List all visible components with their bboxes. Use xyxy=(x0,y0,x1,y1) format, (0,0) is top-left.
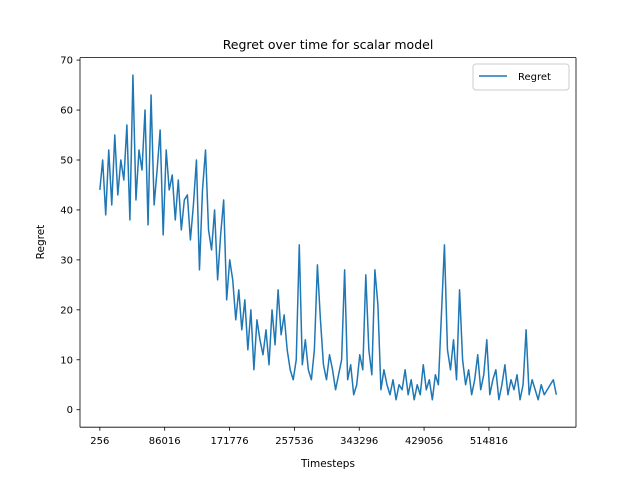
y-axis-label: Regret xyxy=(35,225,47,260)
x-tick-label: 514816 xyxy=(470,436,508,447)
legend: Regret xyxy=(472,63,570,91)
y-tick-label: 60 xyxy=(60,106,73,117)
y-tick-label: 30 xyxy=(60,255,73,266)
y-tick-label: 0 xyxy=(67,405,73,416)
x-axis-label: Timesteps xyxy=(300,458,355,470)
y-tick-label: 20 xyxy=(60,305,73,316)
y-tick-label: 50 xyxy=(60,155,73,166)
legend-label-regret: Regret xyxy=(518,72,551,83)
axis-spines xyxy=(79,57,577,428)
x-tick-label: 86016 xyxy=(149,436,181,447)
y-tick-label: 40 xyxy=(60,205,73,216)
x-tick-label: 343296 xyxy=(340,436,378,447)
x-tick-label: 257536 xyxy=(275,436,313,447)
series-line-regret xyxy=(99,74,558,401)
y-tick-label: 10 xyxy=(60,355,73,366)
x-axis-ticks: 256 86016 171776 257536 343296 429056 514816 xyxy=(90,427,508,447)
y-axis-ticks: 0 10 20 30 40 50 60 70 xyxy=(60,56,80,416)
chart-title: Regret over time for scalar model xyxy=(223,37,434,52)
x-tick-label: 171776 xyxy=(210,436,248,447)
x-tick-label: 429056 xyxy=(405,436,443,447)
y-tick-label: 70 xyxy=(60,56,73,67)
legend-box xyxy=(472,63,570,91)
x-tick-label: 256 xyxy=(90,436,109,447)
plot-area xyxy=(80,57,576,428)
